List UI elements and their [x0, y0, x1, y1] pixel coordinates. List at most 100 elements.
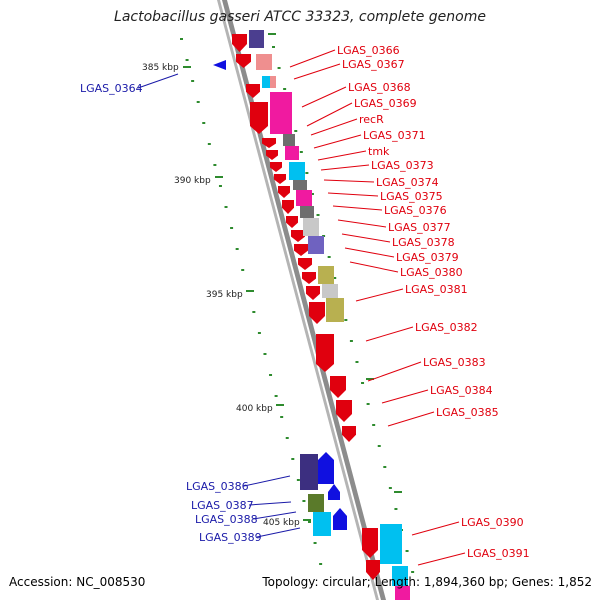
tick-mark	[366, 403, 370, 405]
gene-arrow	[342, 426, 356, 442]
gene-label-forward: LGAS_0367	[342, 58, 405, 71]
label-leader	[387, 411, 435, 427]
tick-mark	[274, 395, 278, 397]
kbp-label: 385 kbp	[142, 63, 179, 73]
tick-mark	[185, 59, 189, 61]
tick-mark	[307, 521, 311, 523]
label-leader	[341, 233, 391, 243]
gene-label-forward: LGAS_0379	[396, 251, 459, 264]
gene-arrow	[294, 244, 308, 256]
label-leader	[310, 118, 358, 136]
gene-label-forward: LGAS_0384	[430, 384, 493, 397]
tick-mark	[388, 487, 392, 489]
major-tick	[268, 33, 276, 35]
gene-features	[213, 30, 410, 600]
label-leader	[327, 192, 379, 197]
gene-arrow	[282, 200, 294, 214]
kbp-label: 390 kbp	[174, 176, 211, 186]
gene-box	[296, 190, 312, 206]
tick-mark	[202, 122, 206, 124]
gene-label-forward: LGAS_0390	[461, 516, 524, 529]
gene-label-reverse: LGAS_0388	[195, 513, 258, 526]
tick-mark	[180, 38, 183, 40]
tick-mark	[269, 374, 273, 376]
kbp-label: 405 kbp	[263, 518, 300, 528]
tick-mark	[241, 269, 245, 271]
gene-box	[303, 218, 319, 236]
gene-box	[283, 134, 295, 146]
label-leader	[252, 511, 297, 520]
tick-mark	[235, 248, 239, 250]
tick-mark	[272, 46, 275, 48]
label-leader	[323, 179, 375, 183]
gene-label-forward: LGAS_0376	[384, 204, 447, 217]
label-leader	[332, 205, 383, 211]
major-tick	[394, 491, 402, 493]
gene-box	[289, 162, 305, 180]
label-leader	[243, 475, 291, 487]
gene-arrow	[270, 162, 282, 172]
gene-arrow-reverse	[318, 452, 334, 484]
gene-arrow-reverse	[213, 60, 226, 70]
tick-mark	[361, 382, 365, 384]
gene-label-forward: LGAS_0383	[423, 356, 486, 369]
kbp-label: 395 kbp	[206, 290, 243, 300]
gene-arrow	[316, 334, 334, 372]
gene-label-forward: LGAS_0381	[405, 283, 468, 296]
label-leader	[417, 552, 466, 566]
tick-mark	[405, 550, 409, 552]
tick-mark	[327, 256, 331, 258]
gene-box	[404, 586, 410, 600]
tick-mark	[277, 67, 281, 69]
label-leader	[365, 326, 414, 342]
label-leader	[320, 164, 370, 171]
gene-arrow	[262, 138, 276, 148]
tick-mark	[296, 479, 300, 481]
kbp-label: 400 kbp	[236, 404, 273, 414]
gene-arrow	[302, 272, 316, 284]
tick-mark	[230, 227, 234, 229]
gene-arrow	[330, 376, 346, 398]
tick-mark	[316, 214, 320, 216]
gene-arrow	[366, 560, 380, 580]
gene-arrow	[291, 230, 305, 242]
genome-title: Lactobacillus gasseri ATCC 33323, comple…	[114, 9, 486, 25]
gene-arrow	[246, 84, 260, 98]
gene-label-reverse: LGAS_0364	[80, 82, 143, 95]
gene-label-forward: LGAS_0377	[388, 221, 451, 234]
gene-arrow	[250, 102, 268, 134]
label-leader	[317, 150, 367, 161]
label-leader	[137, 73, 179, 89]
gene-box	[300, 206, 314, 218]
gene-arrow	[336, 400, 352, 422]
tick-mark	[280, 416, 284, 418]
tick-mark	[257, 332, 261, 334]
gene-label-forward: LGAS_0375	[380, 190, 443, 203]
label-leader	[313, 134, 362, 149]
label-leader	[367, 361, 422, 382]
gene-label-forward: LGAS_0366	[337, 44, 400, 57]
kbp-labels: 385 kbp 390 kbp 395 kbp 400 kbp 405 kbp	[142, 63, 300, 528]
gene-box	[256, 54, 272, 70]
gene-label-forward: LGAS_0391	[467, 547, 530, 560]
gene-box	[308, 236, 324, 254]
gene-box	[392, 566, 408, 586]
label-leader	[306, 102, 353, 127]
gene-arrow	[298, 258, 312, 270]
label-leader	[301, 86, 347, 108]
gene-label-reverse: LGAS_0387	[191, 499, 254, 512]
gene-label-forward: LGAS_0385	[436, 406, 499, 419]
gene-arrow-reverse	[328, 484, 340, 500]
gene-label-forward: LGAS_0368	[348, 81, 411, 94]
accession-text: Accession: NC_008530	[9, 575, 146, 589]
tick-mark	[349, 340, 353, 342]
label-leader	[349, 261, 399, 273]
gene-box	[270, 76, 276, 88]
major-tick	[246, 290, 254, 292]
gene-label-forward: LGAS_0373	[371, 159, 434, 172]
gene-label-forward: LGAS_0374	[376, 176, 439, 189]
major-tick	[366, 378, 374, 380]
tick-mark	[411, 571, 415, 573]
